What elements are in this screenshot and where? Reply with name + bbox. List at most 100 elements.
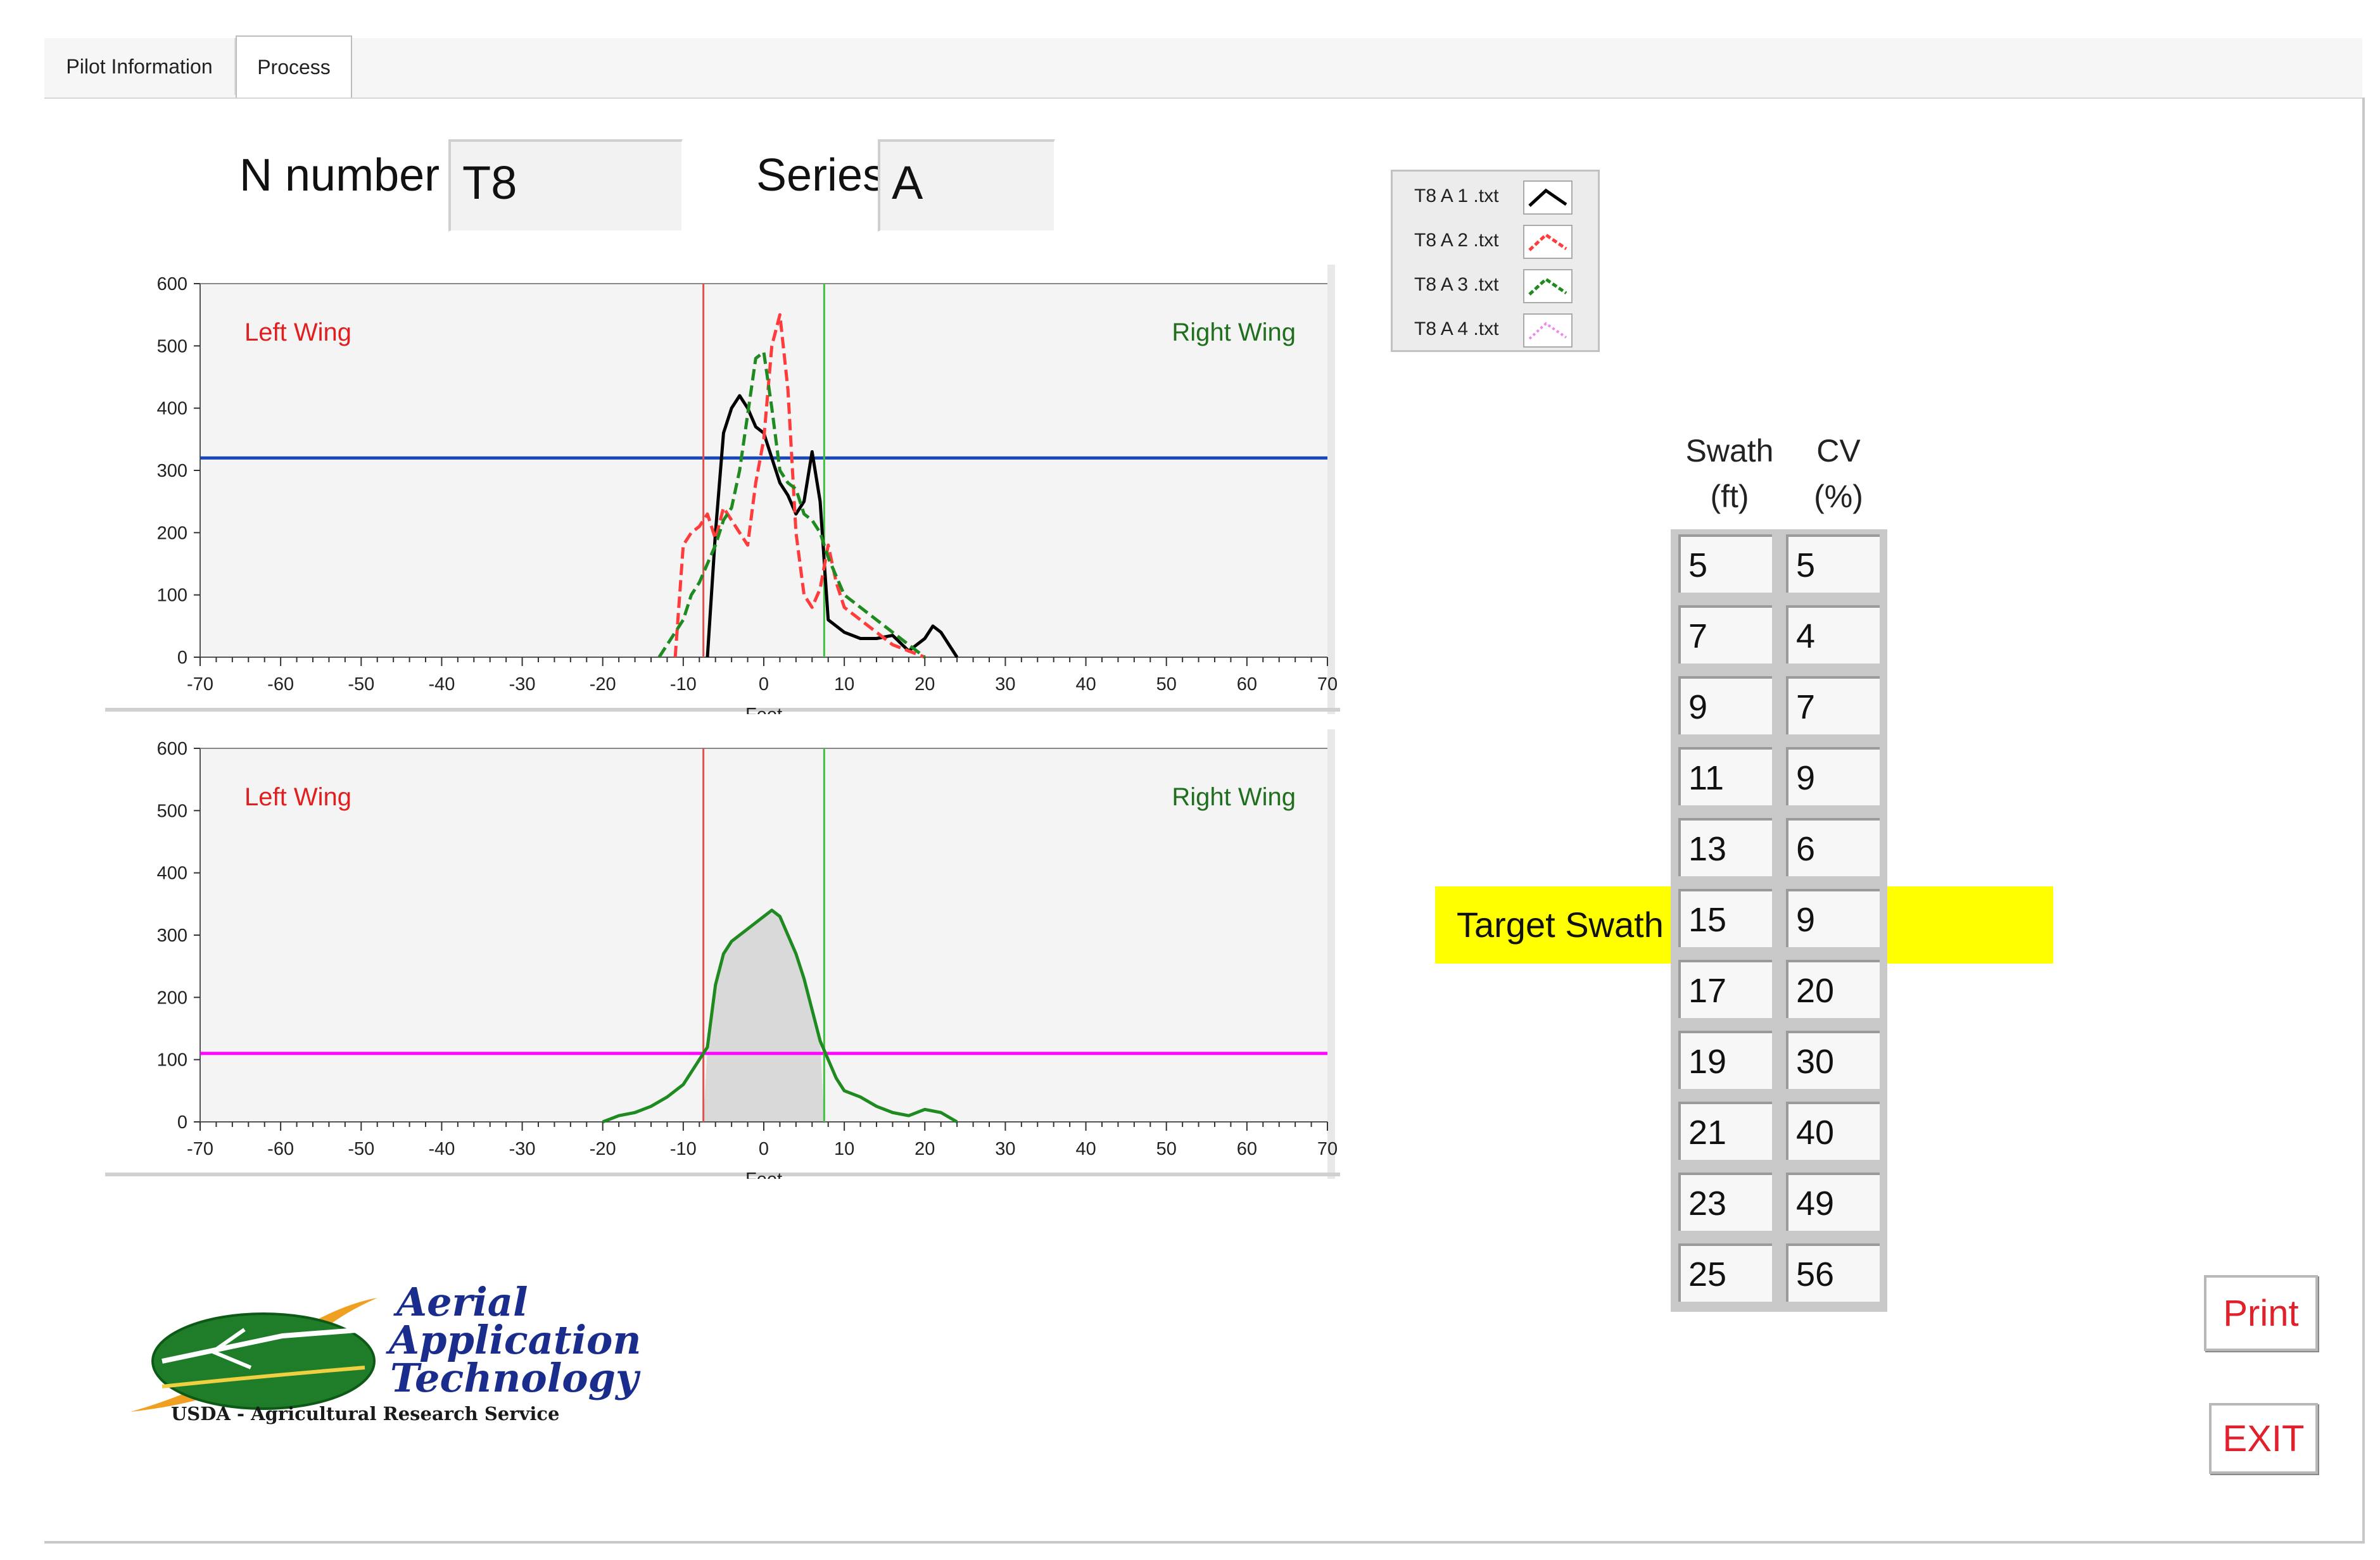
x-tick-label: -60 (267, 1139, 294, 1159)
series-line (673, 313, 926, 659)
cv-cell[interactable]: 30 (1786, 1031, 1880, 1089)
swath-header-line1: Swath (1685, 433, 1774, 469)
x-tick-label: -40 (428, 1139, 455, 1159)
y-tick-label: 500 (157, 801, 187, 821)
swath-cell[interactable]: 21 (1678, 1102, 1772, 1160)
process-panel (44, 98, 2365, 1544)
print-button[interactable]: Print (2204, 1275, 2318, 1351)
x-tick-label: 30 (995, 674, 1015, 695)
tab-process[interactable]: Process (236, 35, 352, 98)
cv-header: CV (%) (1785, 428, 1892, 519)
legend-item[interactable]: T8 A 4 .txt (1393, 308, 1602, 353)
x-tick-label: -30 (509, 1139, 536, 1159)
y-tick-label: 600 (157, 274, 187, 294)
legend-item[interactable]: T8 A 1 .txt (1393, 175, 1602, 220)
x-tick-label: 30 (995, 1139, 1015, 1159)
x-tick-label: 20 (915, 1139, 935, 1159)
y-tick-label: 100 (157, 1050, 187, 1071)
y-tick-label: 0 (177, 1112, 187, 1133)
x-tick-label: 50 (1156, 674, 1177, 695)
y-tick-label: 400 (157, 864, 187, 884)
right-wing-label: Right Wing (1172, 318, 1296, 346)
x-tick-label: -70 (187, 1139, 213, 1159)
tab-bar: Pilot Information Process (44, 35, 2362, 99)
cv-cell[interactable]: 49 (1786, 1173, 1880, 1231)
cv-cell[interactable]: 5 (1786, 534, 1880, 593)
x-tick-label: 10 (834, 674, 854, 695)
x-tick-label: 50 (1156, 1139, 1177, 1159)
y-tick-label: 600 (157, 739, 187, 759)
legend-label: T8 A 3 .txt (1414, 274, 1499, 295)
swath-cell[interactable]: 23 (1678, 1173, 1772, 1231)
swath-cell[interactable]: 7 (1678, 605, 1772, 664)
x-tick-label: 60 (1237, 674, 1257, 695)
x-tick-label: -10 (670, 1139, 697, 1159)
cv-cell[interactable]: 20 (1786, 960, 1880, 1018)
swath-area-fill (703, 910, 825, 1122)
swath-header-line2: (ft) (1710, 479, 1749, 514)
x-tick-label: -70 (187, 674, 213, 695)
series-legend: T8 A 1 .txt T8 A 2 .txt T8 A 3 .txt T8 A… (1391, 170, 1600, 352)
cv-cell[interactable]: 4 (1786, 605, 1880, 664)
x-tick-label: 60 (1237, 1139, 1257, 1159)
swath-cell[interactable]: 5 (1678, 534, 1772, 593)
cv-cell[interactable]: 56 (1786, 1243, 1880, 1302)
swath-header: Swath (ft) (1676, 428, 1783, 519)
y-tick-label: 200 (157, 523, 187, 543)
x-axis-label: Feet (745, 705, 782, 714)
legend-label: T8 A 1 .txt (1414, 186, 1499, 206)
target-swath-highlight (1887, 886, 2053, 964)
target-swath-label: Target Swath (1457, 905, 1664, 945)
cv-cell[interactable]: 7 (1786, 676, 1880, 734)
legend-label: T8 A 4 .txt (1414, 318, 1499, 339)
swath-cell[interactable]: 19 (1678, 1031, 1772, 1089)
cv-cell[interactable]: 6 (1786, 818, 1880, 876)
x-tick-label: 10 (834, 1139, 854, 1159)
logo-text: Application (389, 1317, 642, 1363)
x-tick-label: 40 (1075, 1139, 1096, 1159)
swath-cv-table: 5 5 7 4 9 7 11 9 13 6 15 9 17 20 19 30 21 40 23 49 25 56 (1671, 529, 1887, 1312)
legend-swatch-icon (1523, 269, 1573, 303)
logo-subtitle: USDA - Agricultural Research Service (171, 1403, 560, 1425)
x-tick-label: -20 (590, 1139, 616, 1159)
cv-cell[interactable]: 40 (1786, 1102, 1880, 1160)
cv-header-line1: CV (1816, 433, 1861, 469)
series-line (602, 909, 958, 1124)
x-tick-label: 0 (759, 1139, 769, 1159)
exit-button[interactable]: EXIT (2209, 1403, 2318, 1474)
x-axis-label: Feet (745, 1169, 782, 1179)
cv-cell[interactable]: 9 (1786, 889, 1880, 947)
x-tick-label: -50 (348, 1139, 374, 1159)
legend-swatch-icon (1523, 225, 1573, 259)
x-tick-label: -60 (267, 674, 294, 695)
n-number-label: N number (239, 150, 440, 201)
series-label: Series (756, 150, 886, 201)
series-line (706, 394, 959, 658)
swath-cell[interactable]: 9 (1678, 676, 1772, 734)
series-line (657, 350, 926, 658)
y-tick-label: 0 (177, 648, 187, 668)
swath-cell[interactable]: 17 (1678, 960, 1772, 1018)
swath-cell[interactable]: 11 (1678, 747, 1772, 805)
x-tick-label: -30 (509, 674, 536, 695)
swath-cell[interactable]: 15 (1678, 889, 1772, 947)
x-tick-label: 0 (759, 674, 769, 695)
y-tick-label: 100 (157, 586, 187, 606)
legend-swatch-icon (1523, 180, 1573, 215)
legend-item[interactable]: T8 A 2 .txt (1393, 220, 1602, 264)
legend-swatch-icon (1523, 313, 1573, 348)
left-wing-label: Left Wing (244, 783, 351, 811)
x-tick-label: -50 (348, 674, 374, 695)
y-tick-label: 200 (157, 988, 187, 1008)
cv-cell[interactable]: 9 (1786, 747, 1880, 805)
tab-pilot-information[interactable]: Pilot Information (44, 38, 236, 95)
legend-item[interactable]: T8 A 3 .txt (1393, 264, 1602, 308)
swath-cell[interactable]: 25 (1678, 1243, 1772, 1302)
left-wing-label: Left Wing (244, 318, 351, 346)
series-field[interactable]: A (878, 139, 1055, 232)
n-number-field[interactable]: T8 (448, 139, 683, 232)
swath-cell[interactable]: 13 (1678, 818, 1772, 876)
plot-area (200, 284, 1327, 657)
aat-logo-emblem-icon (130, 1298, 377, 1412)
